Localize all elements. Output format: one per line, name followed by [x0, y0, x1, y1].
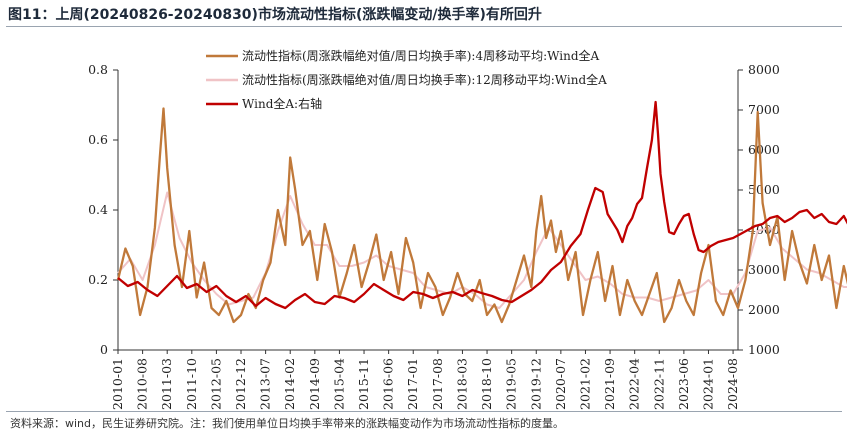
- x-tick-label: 2016-06: [381, 358, 396, 410]
- x-tick-label: 2019-05: [504, 358, 519, 410]
- x-tick-label: 2011-10: [184, 358, 199, 410]
- y-right-tick-label: 5000: [748, 182, 780, 197]
- y-left-tick-label: 0.6: [88, 132, 108, 147]
- x-tick-label: 2015-04: [331, 358, 346, 410]
- x-tick-label: 2010-08: [135, 358, 150, 410]
- legend-label-ma12: 流动性指标(周涨跌幅绝对值/周日均换手率):12周移动平均:Wind全A: [242, 72, 607, 87]
- x-tick-label: 2022-11: [651, 358, 666, 410]
- x-tick-label: 2024-01: [700, 358, 715, 410]
- plot-axes: 00.20.40.60.8100020003000400050006000700…: [88, 62, 780, 410]
- y-right-tick-label: 2000: [748, 302, 780, 317]
- x-tick-label: 2014-09: [307, 358, 322, 410]
- x-tick-label: 2024-08: [725, 358, 740, 410]
- legend: 流动性指标(周涨跌幅绝对值/周日均换手率):4周移动平均:Wind全A 流动性指…: [206, 48, 607, 111]
- legend-label-ma4: 流动性指标(周涨跌幅绝对值/周日均换手率):4周移动平均:Wind全A: [242, 48, 600, 63]
- figure-title: 图11：上周(20240826-20240830)市场流动性指标(涨跌幅变动/换…: [8, 7, 542, 23]
- x-tick-label: 2018-03: [454, 358, 469, 410]
- title-divider: [6, 26, 842, 27]
- source-note: 资料来源：wind，民生证券研究院。注：我们使用单位日均换手率带来的涨跌幅变动作…: [10, 417, 565, 430]
- x-tick-label: 2017-08: [430, 358, 445, 410]
- chart: 00.20.40.60.8100020003000400050006000700…: [88, 48, 847, 410]
- y-left-tick-label: 0.4: [88, 202, 108, 217]
- y-left-tick-label: 0.2: [88, 272, 108, 287]
- x-tick-label: 2021-02: [577, 358, 592, 410]
- y-right-tick-label: 6000: [748, 142, 780, 157]
- series-group: [116, 100, 847, 324]
- y-right-tick-label: 3000: [748, 262, 780, 277]
- legend-label-wind: Wind全A:右轴: [242, 96, 322, 111]
- x-tick-label: 2020-07: [553, 358, 568, 410]
- y-right-tick-label: 8000: [748, 62, 780, 77]
- x-tick-label: 2015-11: [356, 358, 371, 410]
- x-tick-label: 2010-01: [110, 358, 125, 410]
- y-left-tick-label: 0.8: [88, 62, 108, 77]
- series-ma4-line: [116, 107, 847, 324]
- x-tick-label: 2012-05: [208, 358, 223, 410]
- x-tick-label: 2012-12: [233, 358, 248, 410]
- y-left-tick-label: 0: [100, 342, 108, 357]
- y-right-tick-label: 1000: [748, 342, 780, 357]
- x-tick-label: 2018-10: [479, 358, 494, 410]
- x-tick-label: 2022-04: [627, 358, 642, 410]
- x-tick-label: 2021-09: [602, 358, 617, 410]
- source-divider: [6, 411, 842, 412]
- x-tick-label: 2017-01: [405, 358, 420, 410]
- x-tick-label: 2014-02: [282, 358, 297, 410]
- series-wind-line: [117, 100, 847, 310]
- y-right-tick-label: 7000: [748, 102, 780, 117]
- x-tick-label: 2019-12: [528, 358, 543, 410]
- x-tick-label: 2013-07: [258, 358, 273, 410]
- x-tick-label: 2023-06: [676, 358, 691, 410]
- x-tick-label: 2011-03: [159, 358, 174, 410]
